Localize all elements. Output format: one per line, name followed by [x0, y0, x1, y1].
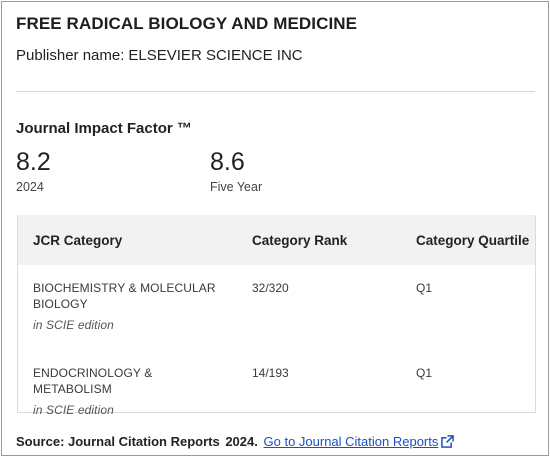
publisher-label: Publisher name:	[16, 47, 125, 64]
category-rank: 14/193	[252, 366, 289, 380]
category-name: ENDOCRINOLOGY & METABOLISM	[33, 366, 153, 396]
publisher: Publisher name: ELSEVIER SCIENCE INC	[16, 47, 303, 64]
table-header-row: JCR Category Category Rank Category Quar…	[18, 215, 535, 265]
category-edition: in SCIE edition	[33, 403, 114, 417]
impact-factor-current-value: 8.2	[16, 148, 51, 176]
category-edition: in SCIE edition	[33, 318, 114, 332]
category-cell: ENDOCRINOLOGY & METABOLISM in SCIE editi…	[33, 365, 233, 418]
impact-factor-current-year: 2024	[16, 180, 44, 194]
impact-factor-current: 8.2 2024	[16, 146, 51, 194]
impact-factor-heading: Journal Impact Factor ™	[16, 120, 192, 137]
section-divider	[16, 91, 535, 92]
jcr-category-table: JCR Category Category Rank Category Quar…	[17, 215, 536, 417]
external-link-icon[interactable]	[441, 435, 455, 448]
impact-factor-five-year-value: 8.6	[210, 148, 245, 176]
impact-factor-five-year-label: Five Year	[210, 180, 263, 194]
source-label: Source: Journal Citation Reports	[16, 434, 220, 449]
source-line: Source: Journal Citation Reports 2024. G…	[16, 434, 455, 449]
jcr-link-text[interactable]: Go to Journal Citation Reports	[263, 434, 439, 449]
impact-factor-five-year: 8.6 Five Year	[210, 146, 262, 194]
header-category-quartile: Category Quartile	[416, 233, 530, 248]
header-jcr-category: JCR Category	[33, 233, 123, 248]
header-category-rank: Category Rank	[252, 233, 348, 248]
jcr-link[interactable]: Go to Journal Citation Reports	[264, 434, 455, 449]
category-cell: BIOCHEMISTRY & MOLECULAR BIOLOGY in SCIE…	[33, 280, 233, 333]
source-year: 2024.	[225, 434, 258, 449]
category-quartile: Q1	[416, 281, 433, 295]
category-rank: 32/320	[252, 281, 289, 295]
category-name: BIOCHEMISTRY & MOLECULAR BIOLOGY	[33, 281, 216, 311]
publisher-value: ELSEVIER SCIENCE INC	[128, 47, 303, 64]
category-quartile: Q1	[416, 366, 433, 380]
journal-title: FREE RADICAL BIOLOGY AND MEDICINE	[16, 14, 358, 33]
